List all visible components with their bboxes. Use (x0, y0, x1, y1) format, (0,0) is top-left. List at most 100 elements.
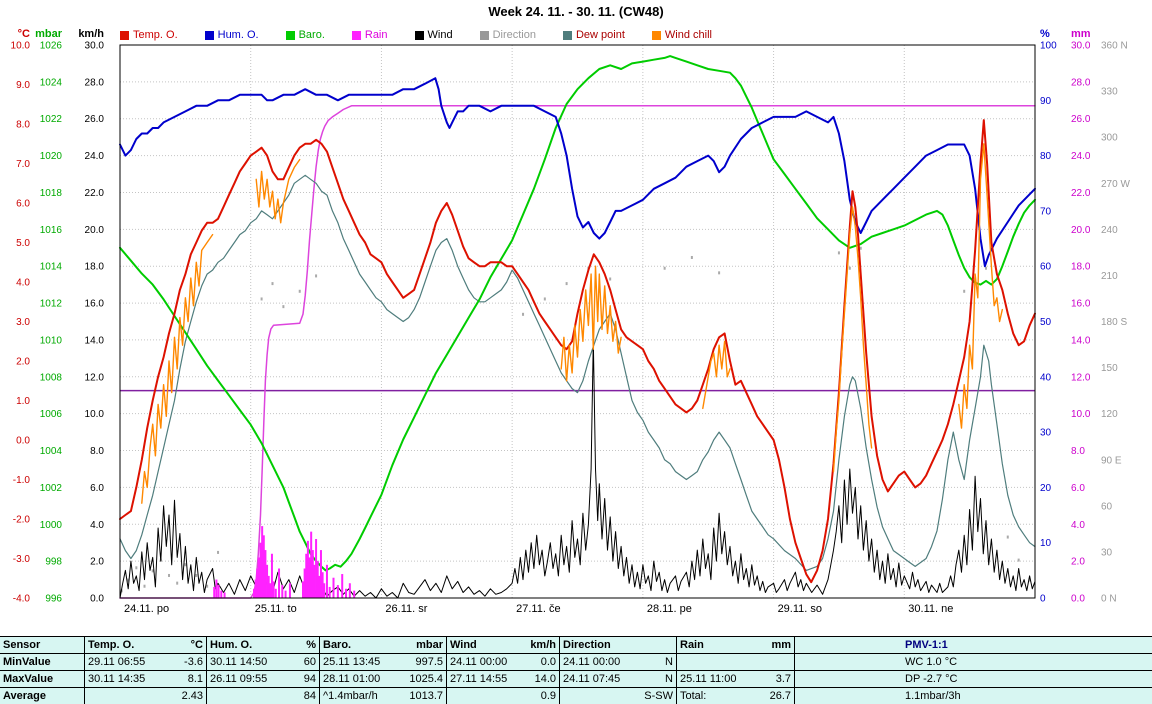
svg-text:mm: mm (1071, 28, 1091, 40)
cell-wind-max: 27.11 14:55 14.0 (447, 671, 560, 688)
cell-temp-max: 30.11 14:35 8.1 (85, 671, 207, 688)
cell-rain-max: 25.11 11:00 3.7 (677, 671, 795, 688)
svg-text:120: 120 (1101, 409, 1118, 420)
legend-item-wind: Wind (414, 29, 453, 41)
svg-text:10.0: 10.0 (1071, 409, 1091, 420)
plot-border (119, 44, 1036, 599)
svg-text:996: 996 (45, 594, 62, 605)
statistics-table: Sensor Temp. O. °C Hum. O.% Baro. mbar Win… (0, 636, 1152, 704)
svg-text:60: 60 (1040, 262, 1052, 273)
svg-text:1.0: 1.0 (16, 396, 30, 407)
legend-label-direction: Direction (492, 29, 536, 41)
axis-mbar-labels: 1026 1024 1022 1020 1018 1016 1014 1012 1010 1008… (35, 28, 63, 605)
svg-text:60: 60 (1101, 501, 1113, 512)
svg-text:270 W: 270 W (1101, 179, 1130, 190)
legend-item-temp-o: Temp. O. (120, 29, 178, 41)
svg-text:1002: 1002 (40, 483, 63, 494)
svg-text:24.0: 24.0 (1071, 151, 1091, 162)
hum-o-swatch-icon (204, 30, 214, 40)
axis-deg-labels: 360 N 330 300 270 W 240 210 180 S 150 120 90 E 60 3… (1101, 41, 1130, 605)
col-header-direction: Direction (560, 637, 677, 654)
svg-text:-4.0: -4.0 (13, 594, 31, 605)
svg-text:1024: 1024 (40, 77, 63, 88)
svg-text:28.0: 28.0 (1071, 77, 1091, 88)
cell-wind-avg: 0.9 (447, 688, 560, 704)
svg-text:22.0: 22.0 (85, 188, 105, 199)
weekly-weather-chart[interactable]: 10.0 9.0 8.0 7.0 6.0 5.0 4.0 3.0 2.0 1.0 0.0 -1.0 -2… (0, 0, 1152, 632)
svg-text:26.0: 26.0 (1071, 114, 1091, 125)
dew-point-swatch-icon (562, 30, 572, 40)
svg-text:30.11. ne: 30.11. ne (908, 603, 953, 615)
svg-text:-3.0: -3.0 (13, 554, 31, 565)
svg-text:30.0: 30.0 (1071, 41, 1091, 52)
svg-text:7.0: 7.0 (16, 159, 30, 170)
baro-swatch-icon (285, 30, 295, 40)
legend-label-baro: Baro. (298, 29, 325, 41)
svg-text:°C: °C (18, 28, 30, 40)
svg-text:6.0: 6.0 (16, 199, 30, 210)
svg-text:40: 40 (1040, 372, 1052, 383)
svg-text:%: % (1040, 28, 1050, 40)
svg-text:6.0: 6.0 (90, 483, 104, 494)
col-header-baro: Baro. mbar (320, 637, 447, 654)
svg-text:25.11. to: 25.11. to (255, 603, 297, 615)
svg-text:km/h: km/h (78, 28, 104, 40)
svg-text:30: 30 (1101, 547, 1113, 558)
wind-chill-swatch-icon (651, 30, 661, 40)
col-header-temp: Temp. O. °C (85, 637, 207, 654)
svg-text:-2.0: -2.0 (13, 515, 31, 526)
svg-text:210: 210 (1101, 271, 1118, 282)
svg-text:0: 0 (1040, 594, 1046, 605)
legend-item-baro: Baro. (285, 29, 325, 41)
svg-text:10: 10 (1040, 538, 1052, 549)
legend-item-dew-point: Dew point (562, 29, 625, 41)
legend-label-wind: Wind (427, 29, 453, 41)
svg-text:1004: 1004 (40, 446, 63, 457)
svg-text:0 N: 0 N (1101, 594, 1117, 605)
cell-direction-avg: S-SW (560, 688, 677, 704)
svg-text:100: 100 (1040, 41, 1057, 52)
svg-text:50: 50 (1040, 317, 1052, 328)
svg-text:80: 80 (1040, 151, 1052, 162)
svg-text:26.11. sr: 26.11. sr (385, 603, 427, 615)
page-title: Week 24. 11. - 30. 11. (CW48) (488, 4, 664, 19)
svg-text:8.0: 8.0 (1071, 446, 1085, 457)
cell-baro-max: 28.11 01:00 1025.4 (320, 671, 447, 688)
cell-pmv-dp: DP -2.7 °C (795, 671, 1152, 688)
cell-rain-min (677, 654, 795, 671)
svg-text:29.11. so: 29.11. so (778, 603, 822, 615)
wind-swatch-icon (414, 30, 424, 40)
svg-text:14.0: 14.0 (1071, 335, 1091, 346)
svg-text:998: 998 (45, 557, 62, 568)
svg-text:9.0: 9.0 (16, 80, 30, 91)
svg-text:20.0: 20.0 (1071, 225, 1091, 236)
direction-swatch-icon (479, 30, 489, 40)
svg-text:1016: 1016 (40, 225, 63, 236)
svg-text:360 N: 360 N (1101, 41, 1128, 52)
col-header-pmv: PMV-1:1 (795, 637, 1152, 654)
rain-bars (213, 526, 356, 598)
cell-pmv-trend: 1.1mbar/3h (795, 688, 1152, 704)
svg-text:22.0: 22.0 (1071, 188, 1091, 199)
svg-text:1012: 1012 (40, 299, 63, 310)
svg-text:10.0: 10.0 (85, 409, 105, 420)
chart-legend: Temp. O. Hum. O. Baro. Rain Wind Direction Dew… (120, 28, 712, 42)
cell-wind-min: 24.11 00:00 0.0 (447, 654, 560, 671)
svg-text:2.0: 2.0 (16, 357, 30, 368)
cell-direction-min: 24.11 00:00 N (560, 654, 677, 671)
series-baro-line (119, 55, 1036, 572)
svg-text:1006: 1006 (40, 409, 63, 420)
row-label-minvalue: MinValue (0, 654, 85, 671)
series-hum-o-line (119, 77, 1036, 268)
cell-pmv-wc: WC 1.0 °C (795, 654, 1152, 671)
series-rain-cumulative-line (119, 105, 1036, 599)
svg-text:3.0: 3.0 (16, 317, 30, 328)
svg-text:8.0: 8.0 (16, 120, 30, 131)
svg-text:28.0: 28.0 (85, 77, 105, 88)
svg-text:16.0: 16.0 (1071, 299, 1091, 310)
axis-kmh-labels: 30.0 28.0 26.0 24.0 22.0 20.0 18.0 16.0 14.0 12.0… (78, 28, 104, 605)
svg-text:180 S: 180 S (1101, 317, 1127, 328)
legend-label-dew-point: Dew point (575, 29, 625, 41)
legend-label-rain: Rain (364, 29, 388, 41)
